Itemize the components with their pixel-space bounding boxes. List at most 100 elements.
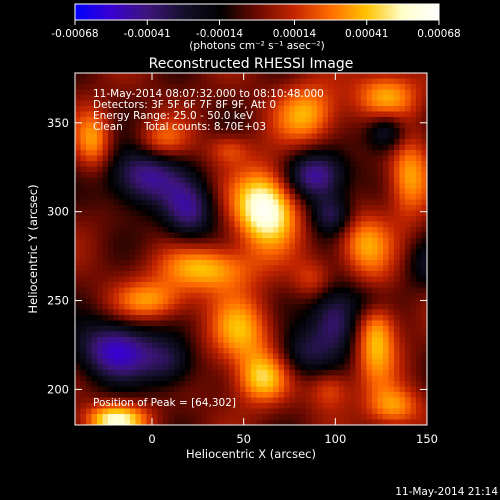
heatmap-cell [229,210,236,217]
heatmap-cell [234,392,241,399]
heatmap-cell [322,348,329,355]
heatmap-cell [306,309,313,316]
heatmap-cell [207,298,214,305]
heatmap-cell [416,249,423,256]
heatmap-cell [405,414,412,421]
heatmap-cell [201,331,208,338]
heatmap-cell [344,128,351,135]
heatmap-cell [113,155,120,162]
heatmap-cell [124,386,131,393]
heatmap-cell [317,144,324,151]
heatmap-cell [317,111,324,118]
heatmap-cell [251,161,258,168]
heatmap-cell [344,364,351,371]
heatmap-cell [218,414,225,421]
heatmap-cell [240,89,247,96]
heatmap-cell [306,216,313,223]
heatmap-cell [168,133,175,140]
heatmap-cell [75,232,82,239]
heatmap-cell [394,128,401,135]
heatmap-cell [113,183,120,190]
heatmap-cell [102,133,109,140]
heatmap-cell [289,95,296,102]
heatmap-cell [91,106,98,113]
heatmap-cell [91,166,98,173]
heatmap-cell [245,337,252,344]
heatmap-cell [289,271,296,278]
heatmap-cell [295,408,302,415]
heatmap-cell [190,111,197,118]
heatmap-cell [256,260,263,267]
heatmap-cell [97,414,104,421]
heatmap-cell [91,139,98,146]
heatmap-cell [124,403,131,410]
heatmap-cell [245,370,252,377]
heatmap-cell [350,282,357,289]
heatmap-cell [234,342,241,349]
heatmap-cell [141,144,148,151]
heatmap-cell [267,337,274,344]
heatmap-cell [179,177,186,184]
heatmap-cell [146,238,153,245]
heatmap-cell [383,199,390,206]
heatmap-cell [97,326,104,333]
heatmap-cell [256,370,263,377]
heatmap-cell [108,89,115,96]
heatmap-cell [124,309,131,316]
heatmap-cell [212,183,219,190]
heatmap-cell [212,348,219,355]
heatmap-cell [322,359,329,366]
heatmap-cell [135,414,142,421]
heatmap-cell [273,298,280,305]
heatmap-cell [130,408,137,415]
heatmap-cell [350,408,357,415]
heatmap-cell [168,177,175,184]
heatmap-cell [421,359,427,366]
heatmap-cell [311,397,318,404]
heatmap-cell [75,331,82,338]
heatmap-cell [91,397,98,404]
heatmap-cell [322,221,329,228]
heatmap-cell [394,397,401,404]
heatmap-cell [300,210,307,217]
heatmap-cell [394,139,401,146]
heatmap-cell [179,227,186,234]
heatmap-cell [251,293,258,300]
heatmap-cell [372,78,379,85]
heatmap-cell [207,139,214,146]
heatmap-cell [174,392,181,399]
heatmap-cell [251,150,258,157]
heatmap-cell [278,392,285,399]
heatmap-cell [119,150,126,157]
heatmap-cell [130,375,137,382]
heatmap-cell [124,216,131,223]
heatmap-cell [399,309,406,316]
heatmap-cell [218,282,225,289]
heatmap-cell [306,337,313,344]
heatmap-cell [91,221,98,228]
heatmap-cell [212,194,219,201]
heatmap-cell [328,353,335,360]
heatmap-cell [383,397,390,404]
heatmap-cell [311,166,318,173]
heatmap-cell [190,370,197,377]
heatmap-cell [201,166,208,173]
heatmap-cell [179,282,186,289]
heatmap-cell [421,150,427,157]
heatmap-cell [355,276,362,283]
heatmap-cell [135,331,142,338]
heatmap-cell [251,177,258,184]
heatmap-cell [405,320,412,327]
heatmap-cell [212,315,219,322]
heatmap-cell [383,403,390,410]
heatmap-cell [223,106,230,113]
heatmap-cell [80,304,87,311]
heatmap-cell [256,381,263,388]
heatmap-cell [278,227,285,234]
heatmap-cell [383,320,390,327]
heatmap-cell [350,293,357,300]
heatmap-cell [135,155,142,162]
heatmap-cell [355,271,362,278]
heatmap-cell [278,216,285,223]
heatmap-cell [229,392,236,399]
